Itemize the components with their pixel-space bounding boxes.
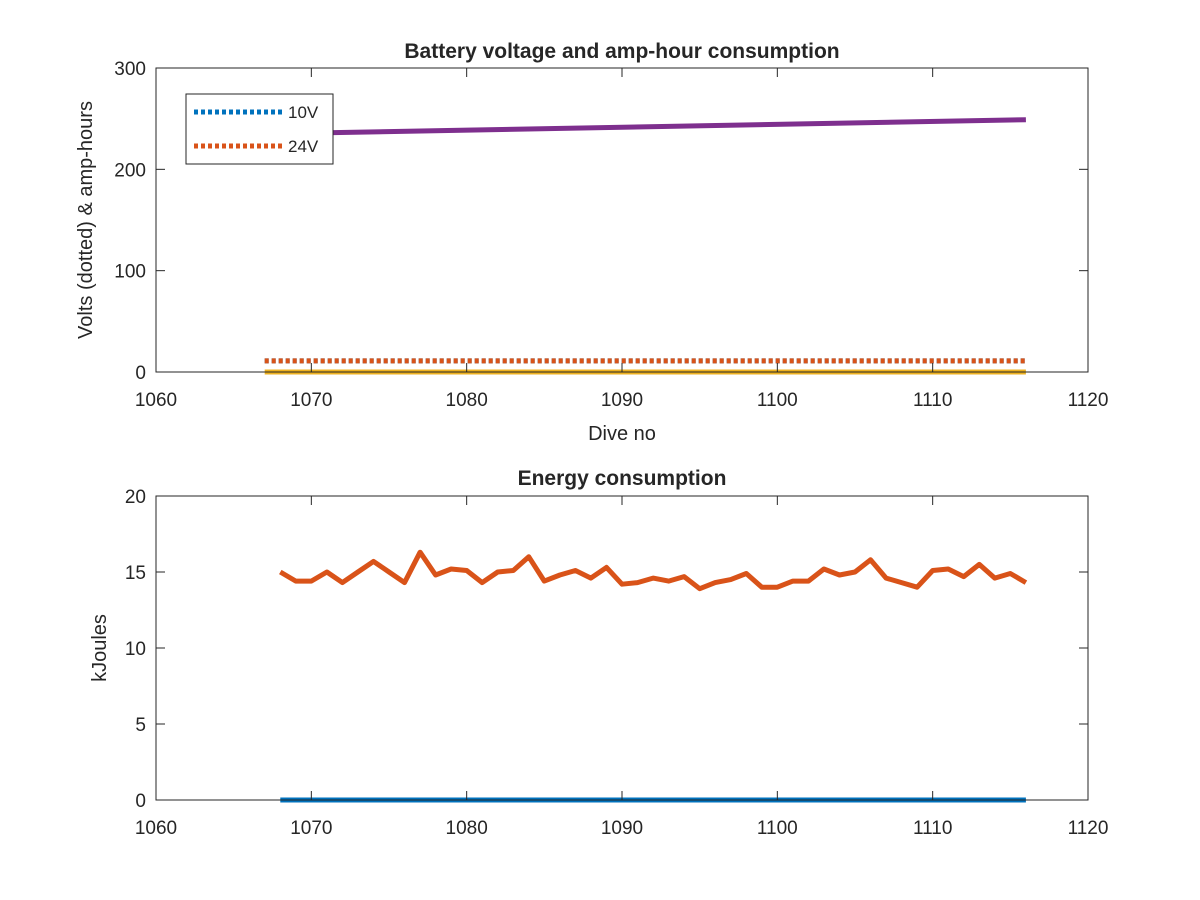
voltage-subplot: 1060 1070 1080 1090 1100 1110 1120 0 100 200 300 B… xyxy=(75,40,1108,445)
plot-area xyxy=(156,496,1088,800)
y-tick-label: 0 xyxy=(135,363,146,384)
y-tick-label: 100 xyxy=(114,262,146,283)
ticks-layer: 1060 1070 1080 1090 1100 1110 1120 0 5 10 15 20 xyxy=(125,487,1109,839)
series-line-3 xyxy=(264,117,1026,137)
y-axis-label: Volts (dotted) & amp-hours xyxy=(75,101,97,339)
x-tick-label: 1060 xyxy=(135,818,177,839)
x-tick-label: 1080 xyxy=(446,390,488,411)
y-tick-label: 5 xyxy=(135,715,146,736)
x-tick-label: 1100 xyxy=(757,818,798,839)
ticks-layer: 1060 1070 1080 1090 1100 1110 1120 0 100 200 300 xyxy=(114,59,1108,411)
x-tick-label: 1060 xyxy=(135,390,177,411)
x-tick-label: 1110 xyxy=(913,818,952,839)
x-tick-label: 1100 xyxy=(757,390,798,411)
y-tick-label: 0 xyxy=(135,791,146,812)
x-tick-label: 1090 xyxy=(601,390,643,411)
y-tick-label: 20 xyxy=(125,487,146,508)
x-tick-label: 1120 xyxy=(1068,818,1109,839)
legend-label-10v: 10V xyxy=(288,103,319,122)
y-tick-label: 15 xyxy=(125,563,146,584)
y-tick-label: 200 xyxy=(114,160,146,181)
energy-subplot: 1060 1070 1080 1090 1100 1110 1120 0 5 10 15 20 Ene… xyxy=(89,467,1108,839)
x-tick-label: 1070 xyxy=(290,818,332,839)
legend-label-24v: 24V xyxy=(288,137,319,156)
y-tick-label: 300 xyxy=(114,59,146,80)
x-tick-label: 1070 xyxy=(290,390,332,411)
y-axis-label: kJoules xyxy=(89,614,111,682)
x-tick-label: 1080 xyxy=(446,818,488,839)
x-axis-label: Dive no xyxy=(588,423,656,445)
x-tick-label: 1120 xyxy=(1068,390,1109,411)
series-line-1 xyxy=(279,549,1028,592)
x-tick-label: 1090 xyxy=(601,818,643,839)
chart-title: Energy consumption xyxy=(518,467,727,490)
x-tick-label: 1110 xyxy=(913,390,952,411)
y-tick-label: 10 xyxy=(125,639,146,660)
legend-box xyxy=(185,93,334,165)
chart-title: Battery voltage and amp-hour consumption xyxy=(404,40,839,63)
legend[interactable]: 10V 24V xyxy=(185,93,334,165)
